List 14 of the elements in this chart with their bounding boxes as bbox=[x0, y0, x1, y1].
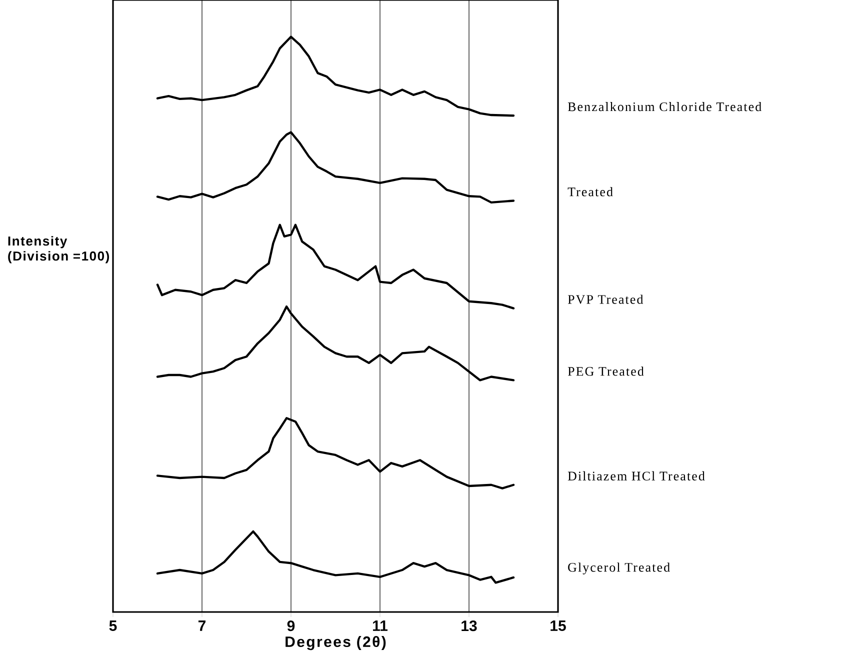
text: Glycerol Treated bbox=[568, 562, 670, 574]
y-axis-title: Intensity (Division =100) bbox=[8, 236, 110, 264]
x-tick-label: 5 bbox=[109, 620, 117, 631]
text: Diltiazem HCl Treated bbox=[568, 471, 705, 480]
x-tick-label: 7 bbox=[198, 620, 206, 631]
text: Treated bbox=[568, 187, 613, 196]
text: Benzalkonium Chloride Treated bbox=[568, 102, 762, 112]
x-axis-title: Degrees (2θ) bbox=[286, 636, 386, 650]
x-tick-label: 13 bbox=[462, 620, 477, 632]
x-tick-label: 9 bbox=[287, 620, 295, 632]
text: PVP Treated bbox=[568, 294, 644, 304]
text: PEG Treated bbox=[568, 366, 644, 376]
x-tick-label: 11 bbox=[373, 620, 388, 631]
x-tick-label: 15 bbox=[550, 620, 566, 631]
